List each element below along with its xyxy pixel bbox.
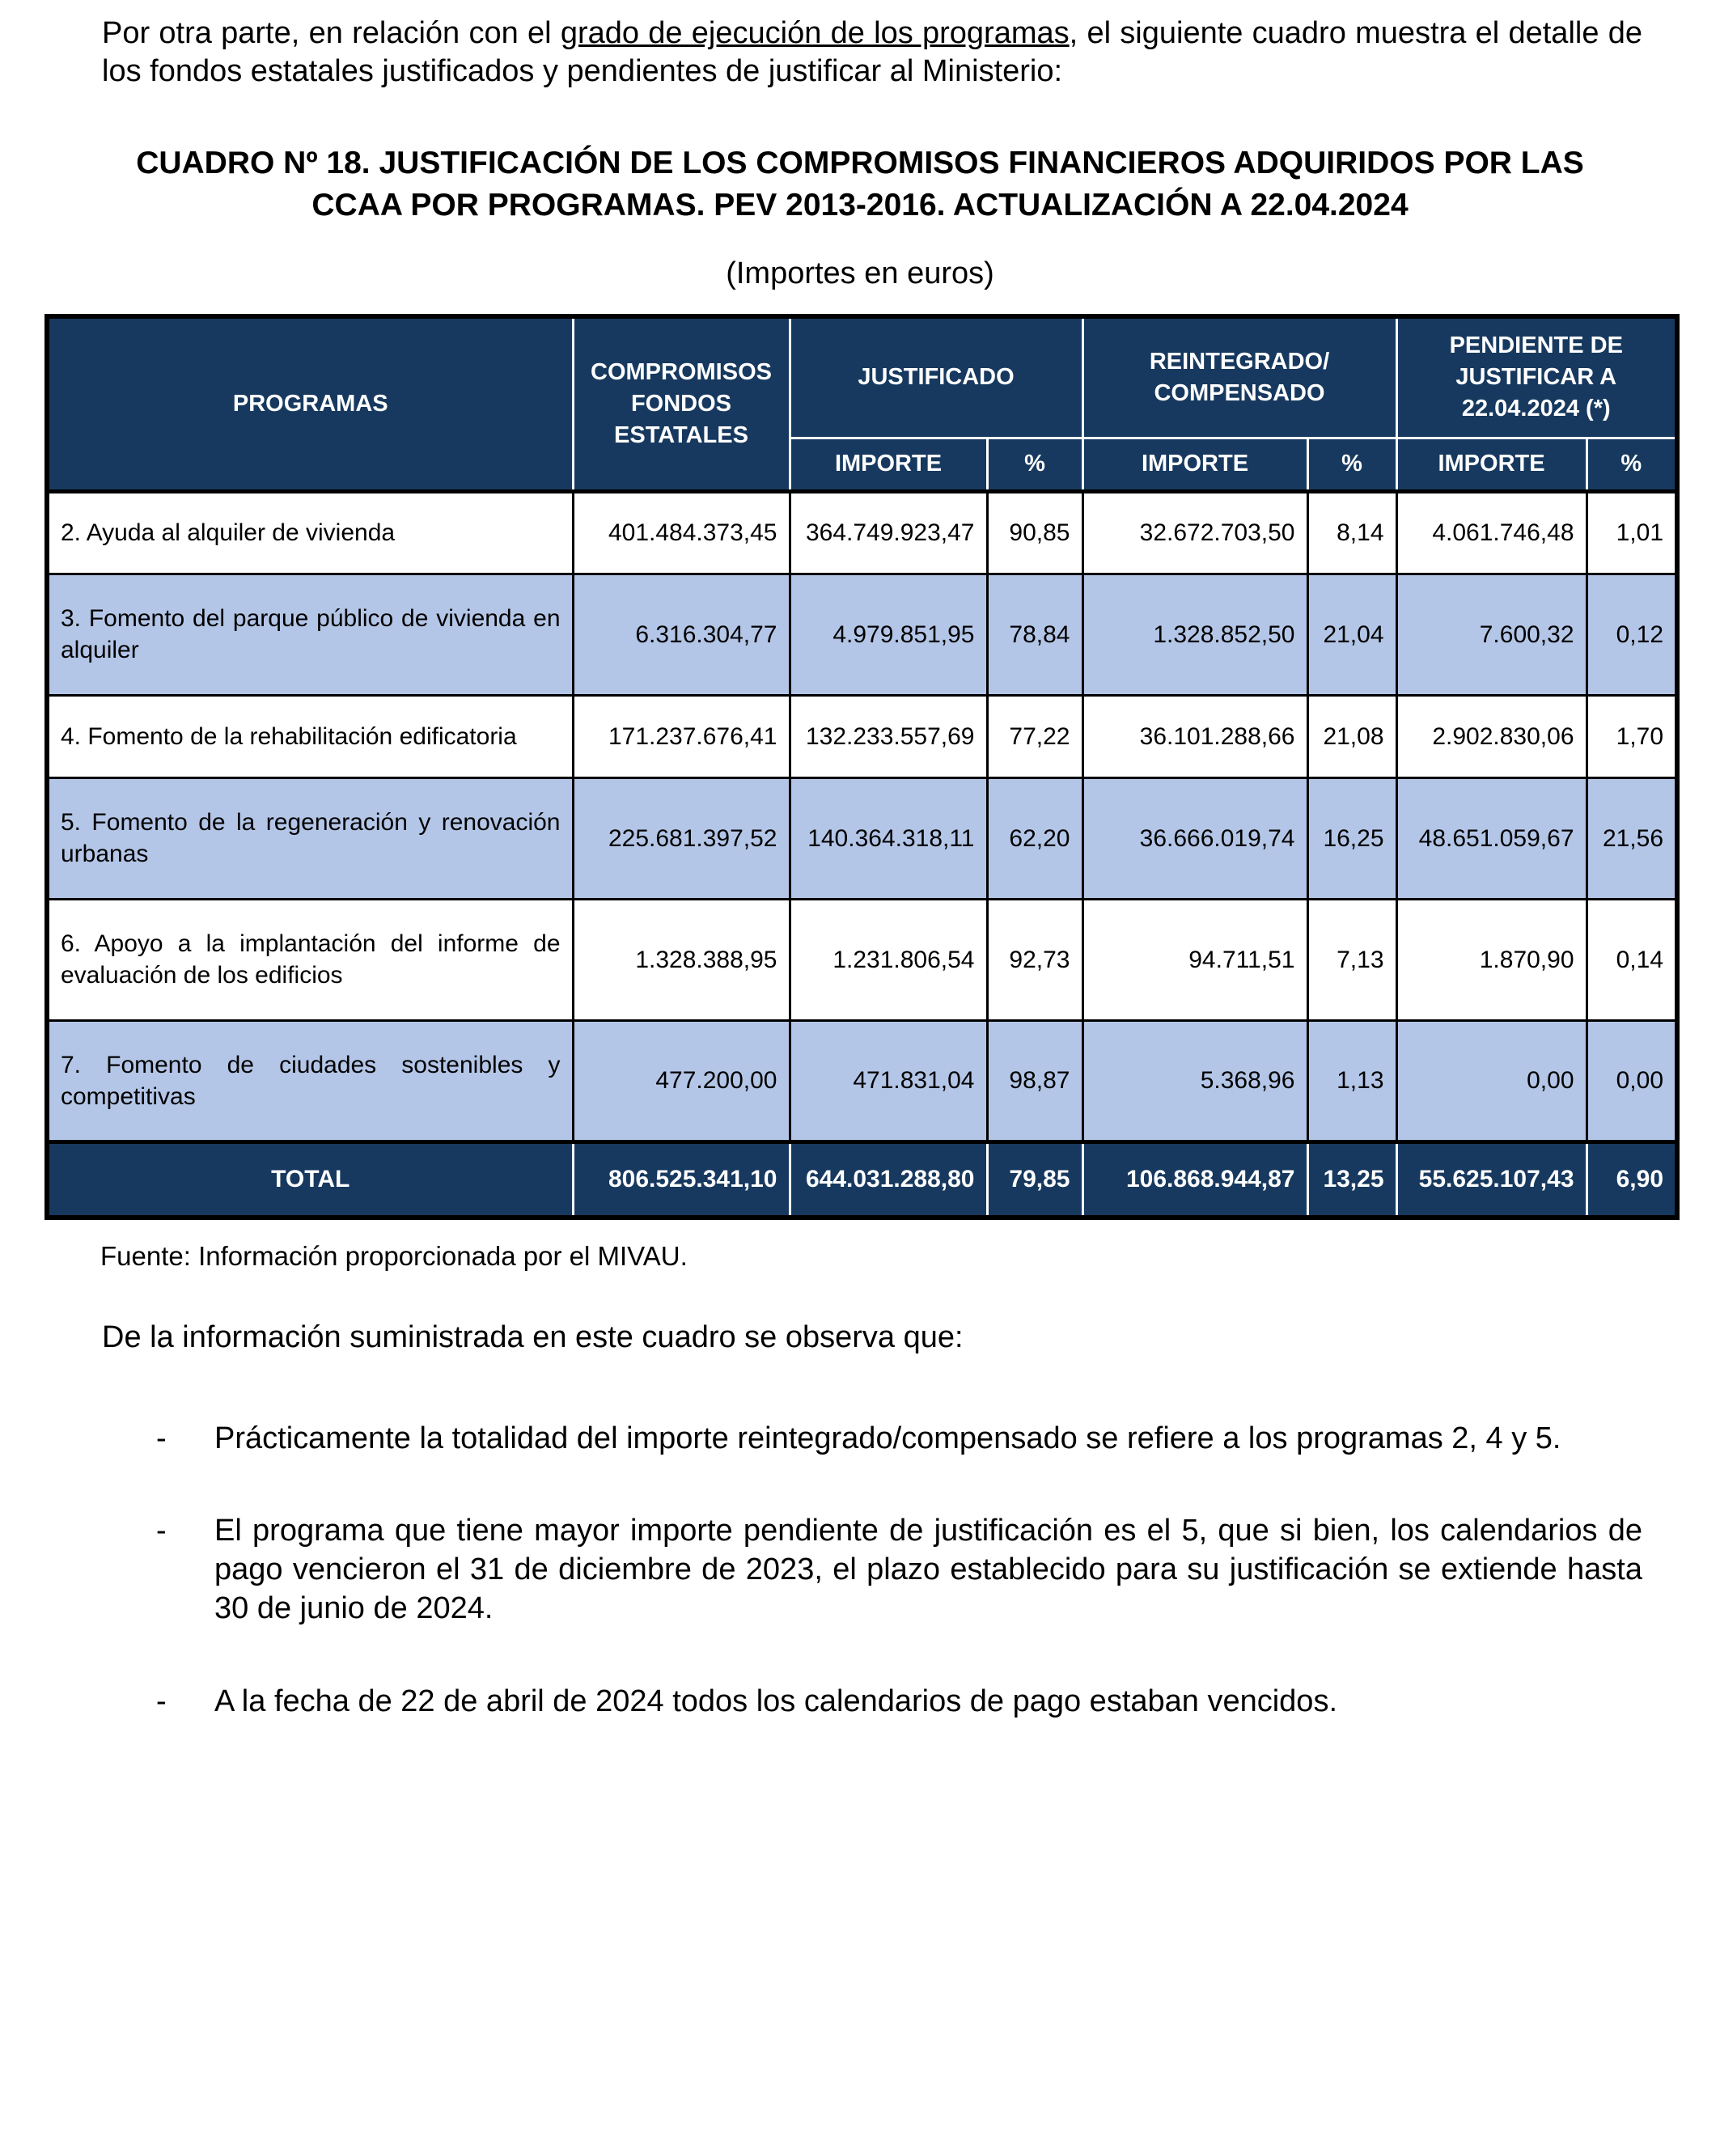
cell-pendiente-importe: 4.061.746,48 [1395,489,1588,575]
header-reintegrado: REINTEGRADO/ COMPENSADO [1081,315,1398,439]
intro-text-post: , el siguiente cuadro muestra el detalle… [102,16,1642,89]
total-reintegrado-importe: 106.868.944,87 [1081,1139,1309,1219]
total-pendiente-importe: 55.625.107,43 [1395,1139,1588,1219]
cell-justificado-pct: 92,73 [985,897,1084,1022]
cell-justificado-importe: 140.364.318,11 [788,776,989,900]
table-source-note: Fuente: Información proporcionada por el… [100,1241,688,1272]
subheader-reintegrado-importe: IMPORTE [1081,436,1309,493]
table-row: 3. Fomento del parque público de viviend… [45,572,1679,697]
total-justificado-pct: 79,85 [985,1139,1084,1219]
cell-reintegrado-importe: 32.672.703,50 [1081,489,1309,575]
cell-justificado-pct: 90,85 [985,489,1084,575]
cell-reintegrado-pct: 8,14 [1306,489,1398,575]
bullet-dash: - [156,1421,167,1455]
bullet-text: Prácticamente la totalidad del importe r… [214,1421,1561,1455]
total-justificado-importe: 644.031.288,80 [788,1139,989,1219]
cell-reintegrado-importe: 1.328.852,50 [1081,572,1309,697]
cell-compromisos: 225.681.397,52 [571,776,791,900]
table-subheader-row: IMPORTE % IMPORTE % IMPORTE % [47,436,1679,493]
cell-pendiente-pct: 1,01 [1585,489,1679,575]
cell-reintegrado-importe: 94.711,51 [1081,897,1309,1022]
total-label: TOTAL [45,1139,574,1219]
cell-justificado-importe: 4.979.851,95 [788,572,989,697]
cell-compromisos: 477.200,00 [571,1019,791,1143]
cell-programa: 5. Fomento de la regeneración y renovaci… [45,776,574,900]
subheader-justificado-importe: IMPORTE [788,436,989,493]
intro-text-underlined: grado de ejecución de los programas [560,16,1070,50]
intro-text-pre: Por otra parte, en relación con el [102,16,561,50]
cell-compromisos: 6.316.304,77 [571,572,791,697]
cell-compromisos: 171.237.676,41 [571,693,791,779]
header-pendiente: PENDIENTE DE JUSTIFICAR A 22.04.2024 (*) [1395,315,1679,439]
total-reintegrado-pct: 13,25 [1306,1139,1398,1219]
table-subtitle: (Importes en euros) [726,256,994,291]
intro-paragraph: Por otra parte, en relación con el grado… [102,15,1642,91]
total-compromisos: 806.525.341,10 [571,1139,791,1219]
subheader-pendiente-pct: % [1585,436,1679,493]
header-programas: PROGRAMAS [45,315,574,493]
cell-justificado-importe: 132.233.557,69 [788,693,989,779]
cell-compromisos: 1.328.388,95 [571,897,791,1022]
list-item: - A la fecha de 22 de abril de 2024 todo… [156,1682,1642,1721]
cell-pendiente-pct: 21,56 [1585,776,1679,900]
cell-reintegrado-pct: 7,13 [1306,897,1398,1022]
cell-reintegrado-importe: 36.666.019,74 [1081,776,1309,900]
cell-programa: 3. Fomento del parque público de viviend… [45,572,574,697]
cell-justificado-pct: 62,20 [985,776,1084,900]
table-row: 6. Apoyo a la implantación del informe d… [45,897,1679,1022]
subheader-reintegrado-pct: % [1306,436,1398,493]
header-justificado: JUSTIFICADO [788,315,1084,439]
cell-pendiente-importe: 7.600,32 [1395,572,1588,697]
subheader-justificado-pct: % [985,436,1084,493]
total-pendiente-pct: 6,90 [1585,1139,1679,1219]
table-row: 2. Ayuda al alquiler de vivienda 401.484… [45,489,1679,575]
cell-pendiente-importe: 48.651.059,67 [1395,776,1588,900]
table-total-row: TOTAL 806.525.341,10 644.031.288,80 79,8… [45,1139,1679,1219]
cell-pendiente-pct: 0,14 [1585,897,1679,1022]
cell-reintegrado-pct: 1,13 [1306,1019,1398,1143]
cell-pendiente-pct: 1,70 [1585,693,1679,779]
header-compromisos: COMPROMISOS FONDOS ESTATALES [571,315,791,493]
justification-table: PROGRAMAS COMPROMISOS FONDOS ESTATALES J… [44,314,1680,1221]
table-row: 5. Fomento de la regeneración y renovaci… [45,776,1679,900]
cell-reintegrado-pct: 21,08 [1306,693,1398,779]
cell-compromisos: 401.484.373,45 [571,489,791,575]
cell-justificado-importe: 471.831,04 [788,1019,989,1143]
cell-justificado-importe: 1.231.806,54 [788,897,989,1022]
table-row: 7. Fomento de ciudades sostenibles y com… [45,1019,1679,1143]
cell-justificado-pct: 98,87 [985,1019,1084,1143]
cell-justificado-importe: 364.749.923,47 [788,489,989,575]
bullet-text: A la fecha de 22 de abril de 2024 todos … [214,1684,1338,1718]
cell-reintegrado-importe: 5.368,96 [1081,1019,1309,1143]
cell-programa: 4. Fomento de la rehabilitación edificat… [45,693,574,779]
bullet-text: El programa que tiene mayor importe pend… [214,1513,1642,1626]
cell-reintegrado-pct: 21,04 [1306,572,1398,697]
list-item: - El programa que tiene mayor importe pe… [156,1511,1642,1629]
cell-pendiente-importe: 1.870,90 [1395,897,1588,1022]
cell-pendiente-pct: 0,00 [1585,1019,1679,1143]
cell-justificado-pct: 77,22 [985,693,1084,779]
cell-justificado-pct: 78,84 [985,572,1084,697]
observation-list: - Prácticamente la totalidad del importe… [0,1419,1720,1721]
table-row: 4. Fomento de la rehabilitación edificat… [45,693,1679,779]
cell-programa: 7. Fomento de ciudades sostenibles y com… [45,1019,574,1143]
table-header-group-row: PROGRAMAS COMPROMISOS FONDOS ESTATALES J… [45,315,1679,493]
cell-pendiente-importe: 0,00 [1395,1019,1588,1143]
cell-pendiente-pct: 0,12 [1585,572,1679,697]
list-item: - Prácticamente la totalidad del importe… [156,1419,1642,1458]
observation-intro: De la información suministrada en este c… [102,1320,964,1355]
subheader-pendiente-importe: IMPORTE [1395,436,1588,493]
cell-programa: 2. Ayuda al alquiler de vivienda [45,489,574,575]
bullet-dash: - [156,1684,167,1718]
cell-reintegrado-importe: 36.101.288,66 [1081,693,1309,779]
bullet-dash: - [156,1513,167,1548]
table-title: CUADRO Nº 18. JUSTIFICACIÓN DE LOS COMPR… [136,146,1584,222]
cell-reintegrado-pct: 16,25 [1306,776,1398,900]
cell-pendiente-importe: 2.902.830,06 [1395,693,1588,779]
cell-programa: 6. Apoyo a la implantación del informe d… [45,897,574,1022]
